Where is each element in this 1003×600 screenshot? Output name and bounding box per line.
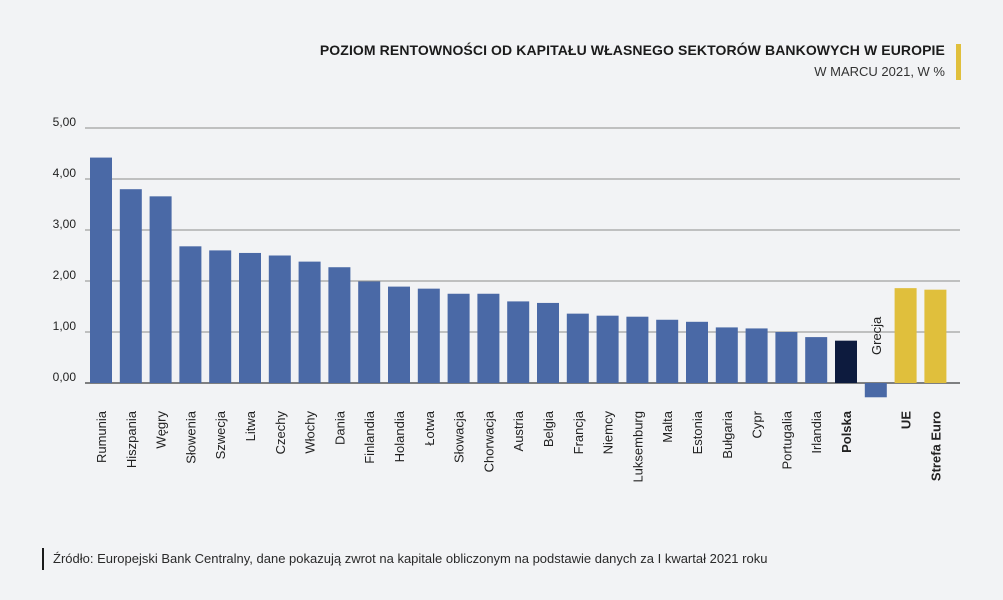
category-label: Grecja [869,316,884,355]
category-label: Holandia [392,410,407,462]
bar [894,288,917,383]
category-label: Portugalia [779,410,794,469]
category-label: Irlandia [809,410,824,453]
bar-chart: 0,00 1,00 2,00 3,00 4,00 5,00 Rumunia Hiszpania… [53,115,960,483]
y-tick-label: 1,00 [53,319,77,333]
category-label: Hiszpania [124,410,139,468]
category-label: Rumunia [94,410,109,463]
category-label: UE [899,411,914,429]
bar [298,261,321,383]
bar [715,327,738,383]
category-label: Czechy [273,411,288,455]
chart-title: POZIOM RENTOWNOŚCI OD KAPITAŁU WŁASNEGO … [319,42,945,58]
category-label: Estonia [690,410,705,454]
y-tick-label: 4,00 [53,166,77,180]
bar [388,286,410,383]
bar [447,293,470,383]
category-label: Włochy [303,411,318,454]
bar [924,289,947,383]
y-tick-label: 5,00 [53,115,77,129]
category-label: Malta [660,410,675,443]
bar [566,313,589,383]
bar [507,301,530,383]
bar [477,293,500,383]
bar [358,281,381,383]
bar [835,340,857,383]
bar [686,321,708,383]
bar [417,288,440,383]
bar [149,196,172,383]
category-label: Słowenia [183,410,198,464]
bar [328,267,351,383]
bar [119,189,142,383]
category-label: Belgia [541,410,556,447]
bar [90,157,112,383]
chart-subtitle: W MARCU 2021, W % [814,64,945,79]
category-label: Finlandia [362,410,377,464]
bar [268,255,291,383]
title-accent-bar [956,44,961,80]
category-label: Austria [511,410,526,451]
category-label: Słowacja [452,410,467,463]
category-label: Strefa Euro [928,411,943,481]
source-marker [42,548,44,570]
bar [775,332,798,383]
category-label: Cypr [750,410,765,438]
category-label: Dania [332,410,347,445]
bar [656,319,679,383]
category-label: Bułgaria [720,410,735,458]
category-label: Łotwa [422,410,437,445]
bar [596,315,619,383]
bar [537,302,559,383]
bar [626,316,649,383]
category-label: Litwa [243,410,258,441]
source-text: Źródło: Europejski Bank Centralny, dane … [53,551,768,566]
category-label: Niemcy [601,411,616,455]
bar [805,337,828,383]
category-label: Luksemburg [630,411,645,483]
category-label: Węgry [154,411,169,449]
bar [864,383,887,398]
bar [209,250,232,383]
bar [745,328,768,383]
bar [239,252,261,383]
category-label: Szwecja [213,410,228,459]
y-tick-label: 0,00 [53,370,77,384]
chart-title-block: POZIOM RENTOWNOŚCI OD KAPITAŁU WŁASNEGO … [320,42,945,79]
y-tick-label: 3,00 [53,217,77,231]
bar [179,246,202,383]
y-tick-label: 2,00 [53,268,77,282]
category-label: Polska [839,410,854,453]
category-label: Chorwacja [481,410,496,472]
category-label: Francja [571,410,586,454]
